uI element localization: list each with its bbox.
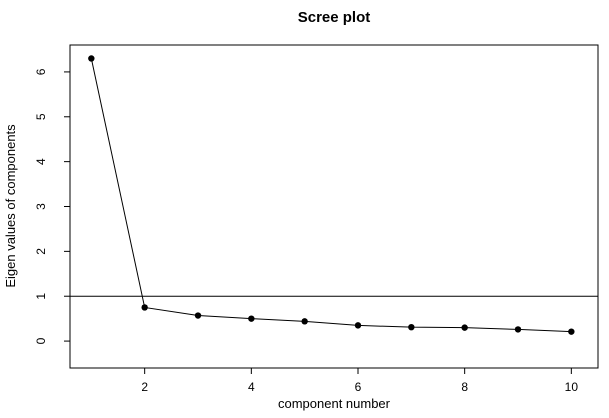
x-axis-label: component number [278,396,391,411]
point [408,323,415,331]
x-tick-label: 2 [141,380,148,394]
point [301,318,308,325]
y-tick-label: 5 [34,113,48,120]
y-tick-label: 1 [34,293,48,300]
series-line [90,58,572,333]
y-tick-label: 0 [34,337,48,344]
point [88,55,95,62]
x-tick-label: 10 [565,380,579,394]
point [461,324,468,331]
point [194,312,202,319]
point [568,328,575,335]
y-axis-label: Eigen values of components [3,124,18,288]
y-tick-label: 2 [34,248,48,255]
point [354,322,362,329]
x-tick-label: 8 [461,380,468,394]
chart-title: Scree plot [298,9,371,26]
y-tick-label: 6 [34,68,48,75]
plot-frame [69,44,599,369]
point [141,304,148,311]
x-tick-label: 6 [355,380,362,394]
point [514,326,522,333]
x-tick-label: 4 [248,380,255,394]
y-tick-label: 3 [34,203,48,210]
y-tick-label: 4 [34,158,48,165]
point [248,315,255,322]
